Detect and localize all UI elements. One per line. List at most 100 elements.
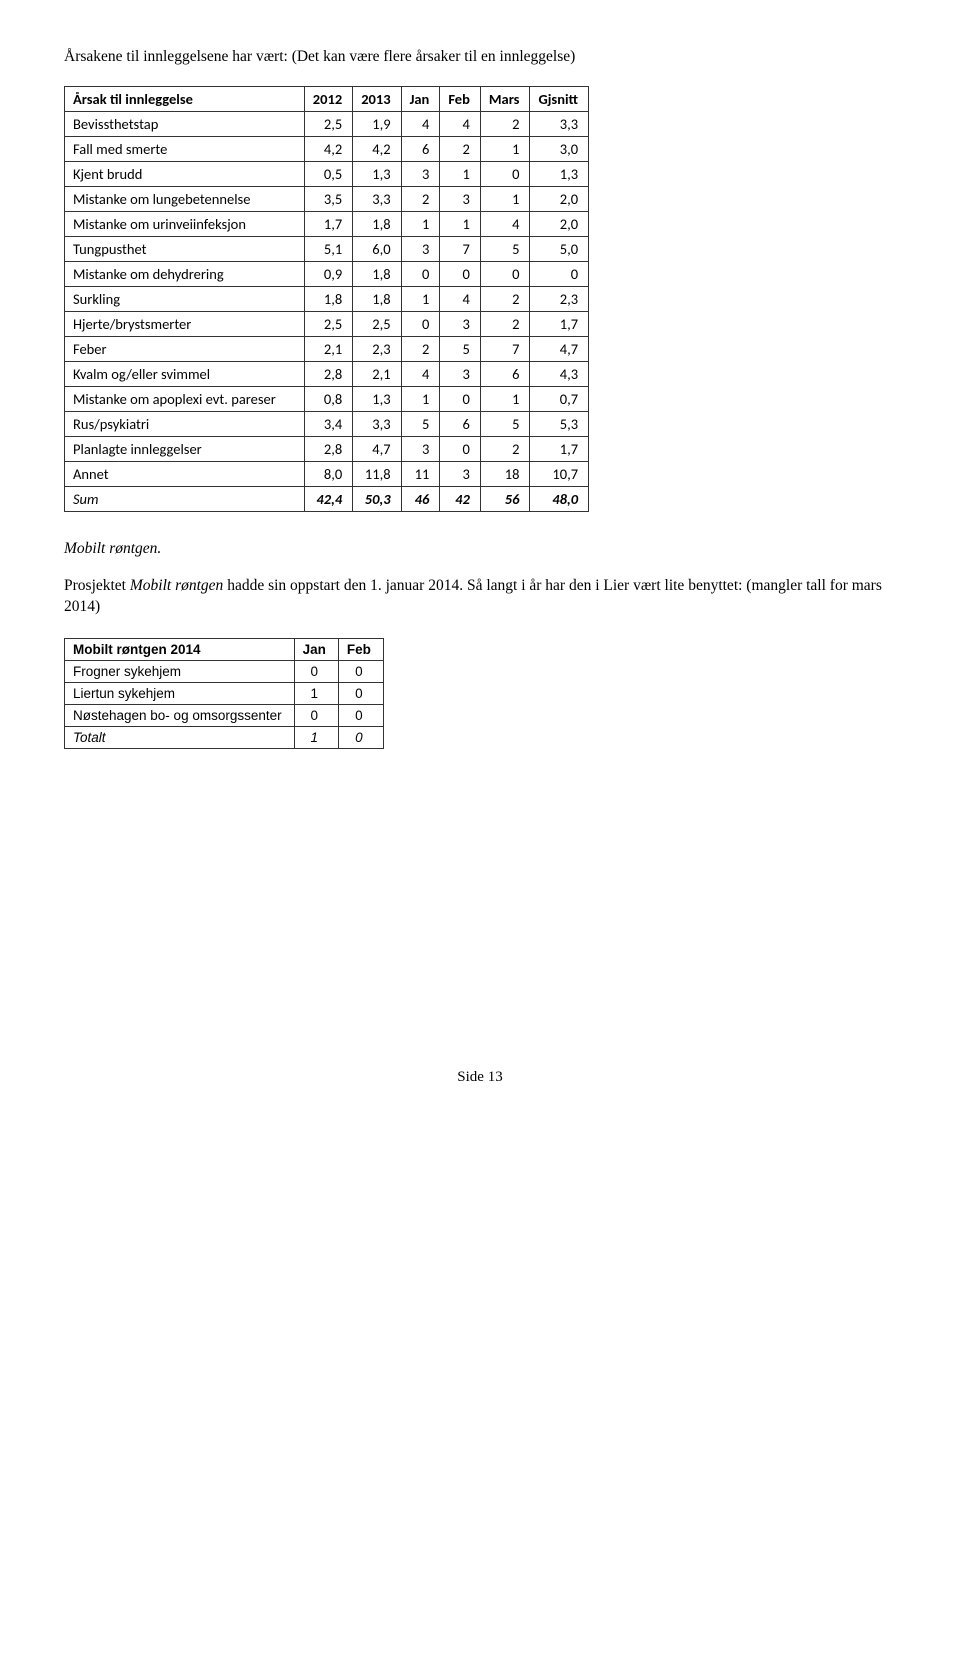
cell: 2 <box>440 137 481 162</box>
page-footer: Side 13 <box>64 1069 896 1110</box>
cell: 2,8 <box>304 362 352 387</box>
col-feb: Feb <box>338 638 383 660</box>
row-label: Feber <box>65 337 305 362</box>
row-label: Liertun sykehjem <box>65 682 295 704</box>
cell: 0,7 <box>530 387 589 412</box>
cell: 0 <box>401 312 440 337</box>
table-row: Frogner sykehjem00 <box>65 660 384 682</box>
cell: 1 <box>480 387 530 412</box>
cell: 5 <box>401 412 440 437</box>
cell: 2,0 <box>530 187 589 212</box>
col-jan: Jan <box>294 638 338 660</box>
cell: 2 <box>480 312 530 337</box>
total-label: Totalt <box>65 726 295 748</box>
cell: 4 <box>401 362 440 387</box>
cell: 3 <box>401 162 440 187</box>
cell: 18 <box>480 462 530 487</box>
section-title: Mobilt røntgen. <box>64 540 896 558</box>
paragraph: Prosjektet Mobilt røntgen hadde sin opps… <box>64 576 896 618</box>
cell: 4,2 <box>304 137 352 162</box>
cell: 6 <box>401 137 440 162</box>
table-row: Hjerte/brystsmerter2,52,50321,7 <box>65 312 589 337</box>
table-row: Rus/psykiatri3,43,35655,3 <box>65 412 589 437</box>
sum-cell: 46 <box>401 487 440 512</box>
cell: 7 <box>480 337 530 362</box>
cell: 2 <box>480 112 530 137</box>
cell: 7 <box>440 237 481 262</box>
intro-text: Årsakene til innleggelsene har vært: (De… <box>64 48 896 66</box>
cell: 1 <box>401 212 440 237</box>
table-row: Bevissthetstap2,51,94423,3 <box>65 112 589 137</box>
table-row: Feber2,12,32574,7 <box>65 337 589 362</box>
cell: 4 <box>440 287 481 312</box>
cell: 0 <box>440 262 481 287</box>
row-label: Bevissthetstap <box>65 112 305 137</box>
cell: 3,3 <box>353 187 401 212</box>
table-row: Surkling1,81,81422,3 <box>65 287 589 312</box>
cell: 4,2 <box>353 137 401 162</box>
table-row: Kjent brudd0,51,33101,3 <box>65 162 589 187</box>
cell: 3,3 <box>353 412 401 437</box>
row-label: Planlagte innleggelser <box>65 437 305 462</box>
cell: 3 <box>440 312 481 337</box>
sum-cell: 42 <box>440 487 481 512</box>
cell: 1 <box>440 212 481 237</box>
table-row: Mistanke om apoplexi evt. pareser0,81,31… <box>65 387 589 412</box>
cell: 2,5 <box>353 312 401 337</box>
cell: 2,3 <box>530 287 589 312</box>
table-row: Mistanke om lungebetennelse3,53,32312,0 <box>65 187 589 212</box>
cell: 1,8 <box>304 287 352 312</box>
row-label: Tungpusthet <box>65 237 305 262</box>
cell: 11,8 <box>353 462 401 487</box>
row-label: Fall med smerte <box>65 137 305 162</box>
cell: 0 <box>338 704 383 726</box>
cell: 0 <box>294 704 338 726</box>
row-label: Frogner sykehjem <box>65 660 295 682</box>
cell: 1,3 <box>353 387 401 412</box>
cell: 0 <box>440 387 481 412</box>
cell: 1,3 <box>530 162 589 187</box>
cell: 0 <box>294 660 338 682</box>
cell: 1 <box>294 682 338 704</box>
cell: 1,8 <box>353 287 401 312</box>
cell: 1,8 <box>353 212 401 237</box>
row-label: Annet <box>65 462 305 487</box>
para-italic: Mobilt røntgen <box>130 577 223 594</box>
cell: 3,5 <box>304 187 352 212</box>
cell: 5 <box>440 337 481 362</box>
causes-table: Årsak til innleggelse 2012 2013 Jan Feb … <box>64 86 589 512</box>
cell: 4 <box>440 112 481 137</box>
cell: 4,3 <box>530 362 589 387</box>
sum-row: Sum42,450,346425648,0 <box>65 487 589 512</box>
cell: 3 <box>440 187 481 212</box>
total-row: Totalt10 <box>65 726 384 748</box>
cell: 0 <box>338 660 383 682</box>
cell: 0 <box>401 262 440 287</box>
sum-cell: 56 <box>480 487 530 512</box>
sum-label: Sum <box>65 487 305 512</box>
table-row: Mistanke om dehydrering0,91,80000 <box>65 262 589 287</box>
table-row: Annet8,011,81131810,7 <box>65 462 589 487</box>
cell: 8,0 <box>304 462 352 487</box>
cell: 2 <box>401 187 440 212</box>
col-feb: Feb <box>440 87 481 112</box>
cell: 2 <box>480 287 530 312</box>
rontgen-table: Mobilt røntgen 2014 Jan Feb Frogner syke… <box>64 638 384 749</box>
cell: 1 <box>440 162 481 187</box>
cell: 5,3 <box>530 412 589 437</box>
cell: 2,5 <box>304 312 352 337</box>
col-label: Mobilt røntgen 2014 <box>65 638 295 660</box>
cell: 4,7 <box>353 437 401 462</box>
table-row: Fall med smerte4,24,26213,0 <box>65 137 589 162</box>
col-mars: Mars <box>480 87 530 112</box>
cell: 0 <box>530 262 589 287</box>
cell: 6 <box>440 412 481 437</box>
cell: 6 <box>480 362 530 387</box>
cell: 3 <box>401 237 440 262</box>
row-label: Rus/psykiatri <box>65 412 305 437</box>
cell: 2,3 <box>353 337 401 362</box>
cell: 4 <box>480 212 530 237</box>
cell: 0,5 <box>304 162 352 187</box>
cell: 1,7 <box>304 212 352 237</box>
cell: 0,8 <box>304 387 352 412</box>
